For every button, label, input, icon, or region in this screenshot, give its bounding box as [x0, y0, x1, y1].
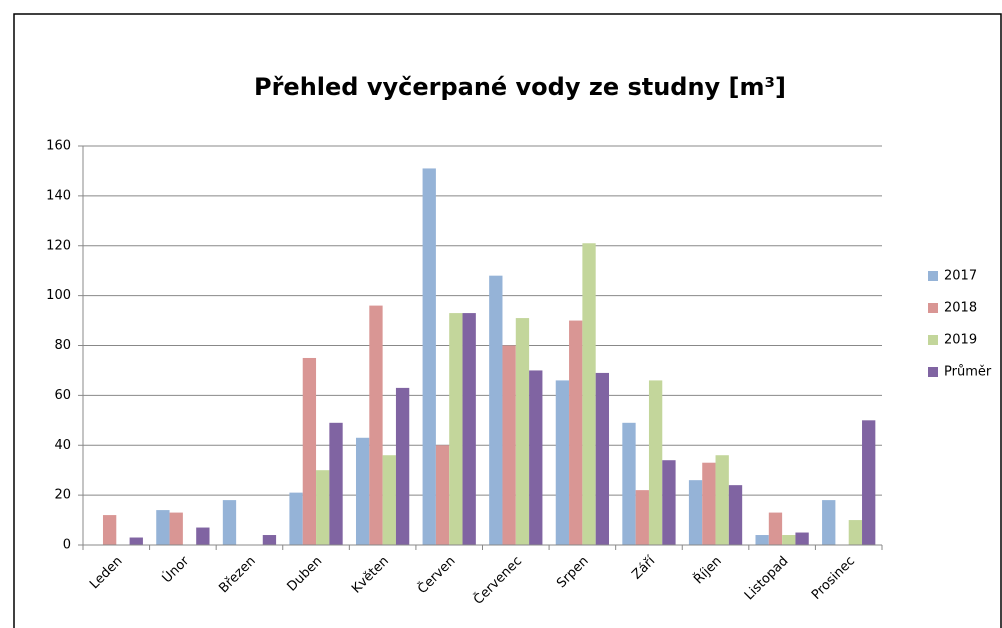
bar: [489, 275, 503, 545]
y-tick-label: 100: [46, 288, 71, 303]
bar: [502, 345, 516, 545]
bar: [222, 500, 237, 545]
bar: [302, 357, 317, 545]
bar: [848, 520, 863, 545]
y-tick-label: 40: [54, 438, 71, 453]
bar: [395, 387, 410, 545]
y-tick-label: 20: [54, 488, 71, 503]
y-tick-label: 160: [46, 139, 71, 154]
bar: [782, 535, 796, 545]
bar: [329, 422, 343, 545]
legend-label: 2019: [944, 333, 977, 348]
bar: [156, 510, 170, 545]
y-tick-label: 0: [63, 538, 71, 553]
y-tick-label: 120: [46, 238, 71, 253]
bar: [435, 445, 450, 545]
bar: [635, 490, 649, 545]
bar: [462, 313, 476, 545]
legend-swatch: [928, 335, 938, 345]
bar: [728, 485, 743, 545]
legend-label: 2018: [944, 301, 977, 316]
bar: [622, 422, 636, 545]
bar: [196, 527, 210, 545]
legend-swatch: [928, 271, 938, 281]
bar: [595, 372, 610, 545]
bar: [129, 537, 143, 545]
bar: [262, 535, 277, 545]
bar: [316, 470, 330, 545]
bar: [582, 243, 596, 545]
legend-label: Průměr: [944, 365, 992, 380]
bar: [702, 462, 716, 545]
bar: [369, 305, 383, 545]
bar: [169, 512, 183, 545]
bar: [662, 460, 676, 545]
bar: [648, 380, 663, 545]
bar: [688, 480, 703, 545]
bar: [768, 512, 783, 545]
bar: [569, 320, 583, 545]
bar: [822, 500, 836, 545]
bar: [555, 380, 570, 545]
legend-swatch: [928, 367, 938, 377]
bar: [795, 532, 809, 545]
bar: [862, 420, 876, 545]
bar: [449, 313, 463, 545]
legend-swatch: [928, 303, 938, 313]
bar: [529, 370, 543, 545]
y-tick-label: 140: [46, 188, 71, 203]
bar: [515, 318, 530, 545]
chart-title: Přehled vyčerpané vody ze studny [m³]: [254, 73, 786, 101]
bar: [382, 455, 396, 545]
bar: [355, 437, 370, 545]
legend-label: 2017: [944, 269, 977, 284]
bar: [289, 492, 303, 545]
bar: [715, 455, 729, 545]
bar: [102, 515, 117, 545]
bar: [755, 535, 769, 545]
y-tick-label: 80: [54, 338, 71, 353]
bar: [422, 168, 436, 545]
y-tick-label: 60: [54, 388, 71, 403]
